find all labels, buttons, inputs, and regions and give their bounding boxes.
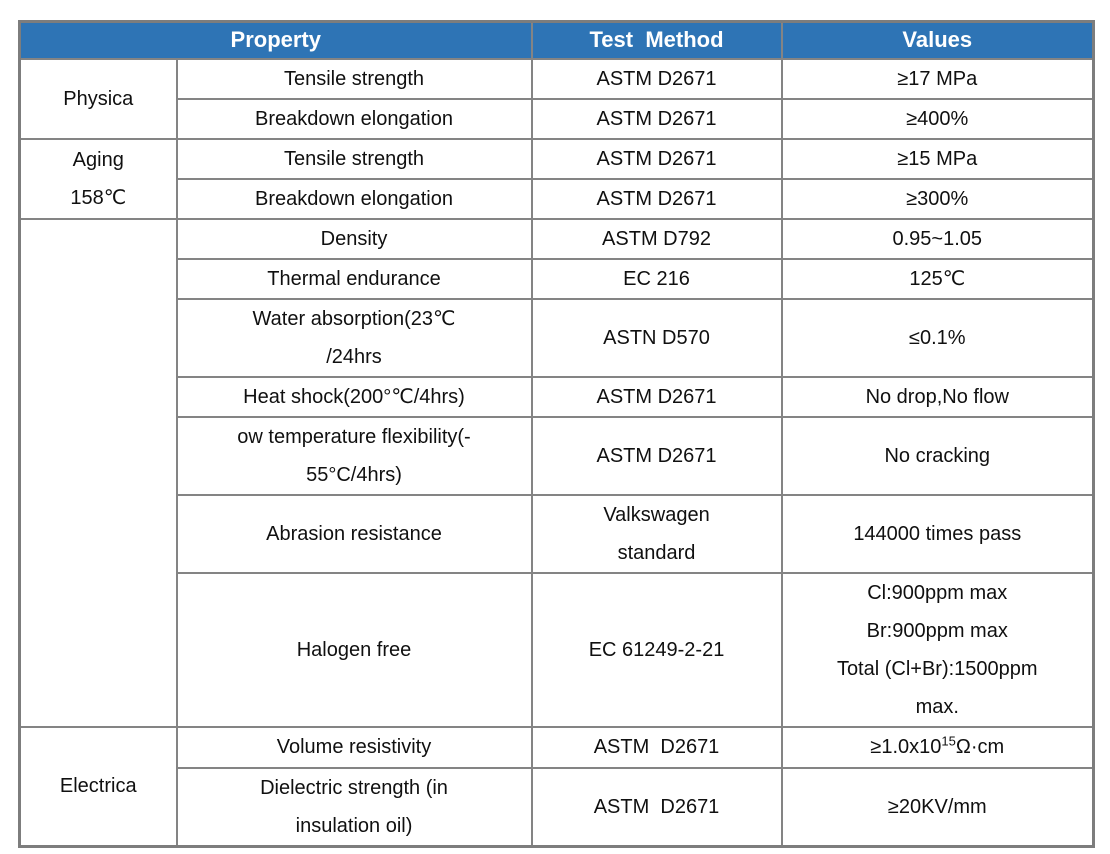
value-cell-volume-resistivity: ≥1.0x1015Ω·cm: [780, 725, 1095, 769]
group-label-aging: Aging 158℃: [18, 137, 178, 220]
table-row: Physica Tensile strength ASTM D2671 ≥17 …: [18, 57, 1095, 140]
property-cell: Tensile strength: [175, 57, 533, 100]
header-property: Property: [18, 20, 533, 60]
value-suffix: Ω·cm: [955, 736, 1005, 758]
property-cell: Halogen free: [175, 571, 533, 728]
header-values: Values: [780, 20, 1095, 60]
method-cell: ASTM D2671: [530, 177, 783, 220]
material-spec-table: Property Test Method Values Physica Tens…: [18, 20, 1096, 848]
value-superscript: 15: [941, 733, 956, 749]
value-cell: ≥20KV/mm: [780, 766, 1095, 847]
table-row: Breakdown elongation ASTM D2671 ≥300%: [20, 177, 1095, 220]
value-cell: No drop,No flow: [780, 375, 1095, 418]
value-cell: ≥400%: [780, 97, 1095, 140]
method-cell: ASTM D2671: [530, 57, 783, 100]
table-row: Abrasion resistance Valkswagen standard …: [20, 493, 1095, 574]
method-cell: ASTM D2671: [530, 415, 783, 496]
group-label-other: [18, 217, 178, 728]
table-row: Water absorption(23℃ /24hrs ASTN D570 ≤0…: [20, 297, 1095, 378]
method-cell: ASTM D2671: [530, 375, 783, 418]
method-cell: EC 216: [530, 257, 783, 300]
method-cell: ASTM D2671: [530, 137, 783, 180]
value-cell: ≥15 MPa: [780, 137, 1095, 180]
property-cell: Tensile strength: [175, 137, 533, 180]
table-row: Aging 158℃ Tensile strength ASTM D2671 ≥…: [18, 137, 1095, 220]
table-row: Thermal endurance EC 216 125℃: [20, 257, 1095, 300]
value-cell: No cracking: [780, 415, 1095, 496]
value-cell: 144000 times pass: [780, 493, 1095, 574]
property-cell: Breakdown elongation: [175, 177, 533, 220]
value-cell: 0.95~1.05: [780, 217, 1095, 260]
property-cell: Density: [175, 217, 533, 260]
table-row: Dielectric strength (in insulation oil) …: [20, 766, 1095, 847]
table-row: Electrica Volume resistivity ASTM D2671 …: [18, 725, 1095, 847]
table-row: Heat shock(200°℃/4hrs) ASTM D2671 No dro…: [20, 375, 1095, 418]
header-test-method: Test Method: [530, 20, 783, 60]
method-cell: Valkswagen standard: [530, 493, 783, 574]
property-cell: Water absorption(23℃ /24hrs: [175, 297, 533, 378]
property-cell: Volume resistivity: [175, 725, 533, 769]
table-row: Halogen free EC 61249-2-21 Cl:900ppm max…: [20, 571, 1095, 728]
method-cell: ASTM D792: [530, 217, 783, 260]
value-cell: ≥17 MPa: [780, 57, 1095, 100]
property-cell: Dielectric strength (in insulation oil): [175, 766, 533, 847]
table-row: ow temperature flexibility(- 55°C/4hrs) …: [20, 415, 1095, 496]
table-row: Breakdown elongation ASTM D2671 ≥400%: [20, 97, 1095, 140]
method-cell: ASTM D2671: [530, 97, 783, 140]
property-cell: Breakdown elongation: [175, 97, 533, 140]
value-cell: ≥300%: [780, 177, 1095, 220]
method-cell: ASTM D2671: [530, 766, 783, 847]
method-cell: ASTN D570: [530, 297, 783, 378]
property-cell: ow temperature flexibility(- 55°C/4hrs): [175, 415, 533, 496]
value-prefix: ≥1.0x10: [870, 736, 942, 758]
group-label-electrical: Electrica: [18, 725, 178, 847]
property-cell: Heat shock(200°℃/4hrs): [175, 375, 533, 418]
property-cell: Abrasion resistance: [175, 493, 533, 574]
value-cell: ≤0.1%: [780, 297, 1095, 378]
property-cell: Thermal endurance: [175, 257, 533, 300]
header-row: Property Test Method Values: [18, 20, 1095, 60]
value-cell: 125℃: [780, 257, 1095, 300]
group-label-physical: Physica: [18, 57, 178, 140]
table-row: Density ASTM D792 0.95~1.05: [18, 217, 1095, 728]
method-cell: ASTM D2671: [530, 725, 783, 769]
method-cell: EC 61249-2-21: [530, 571, 783, 728]
value-cell: Cl:900ppm max Br:900ppm max Total (Cl+Br…: [780, 571, 1095, 728]
